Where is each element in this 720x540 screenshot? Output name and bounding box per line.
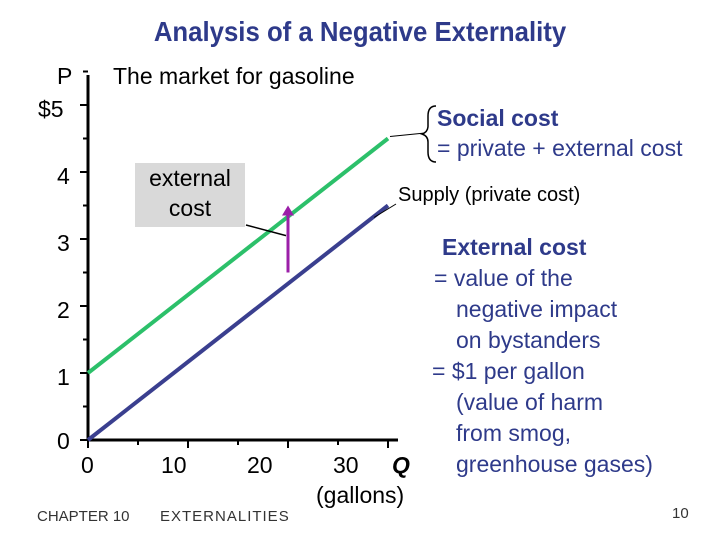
footer-chapter: CHAPTER 10 [37,508,130,525]
y-tick-label-4: 4 [57,163,70,189]
supply-leader-line [373,203,397,218]
external-cost-note-line-2: = value of the [434,265,573,291]
external-cost-box: external cost [135,163,245,227]
y-tick-label-3: 3 [57,230,70,256]
social-cost-title: Social cost [437,105,559,131]
external-cost-note-line-3: negative impact [456,296,618,322]
social-cost-definition: = private + external cost [437,135,683,161]
external-cost-arrow [282,205,294,273]
y-tick-label-1: 1 [57,364,70,390]
supply-label: Supply (private cost) [398,184,581,206]
page-number: 10 [672,505,689,522]
external-cost-note-line-4: on bystanders [456,327,601,353]
external-cost-note-line-7: from smog, [456,420,572,446]
chart-title: The market for gasoline [113,63,355,89]
external-cost-note-line-5: = $1 per gallon [432,358,585,384]
social-cost-curve [86,136,390,375]
social-cost-brace [419,105,437,163]
external-cost-leader-line [245,224,287,237]
external-cost-box-line-1: external [149,165,231,191]
y-tick-label-5: $5 [38,96,64,122]
external-cost-note-line-6: (value of harm [456,389,604,415]
x-axis-label: Q [392,452,410,478]
x-axis-unit: (gallons) [316,482,405,508]
external-cost-note: External cost = value of the negative im… [422,232,680,480]
x-tick-label-10: 10 [161,452,187,478]
x-tick-label-0: 0 [81,452,94,478]
y-axis-label: P [57,63,73,89]
social-cost-label: Social cost = private + external cost [437,103,682,163]
y-tick-label-0: 0 [57,428,70,454]
external-cost-note-line-1: External cost [442,234,587,260]
external-cost-box-line-2: cost [168,195,212,221]
y-tick-label-2: 2 [57,297,70,323]
x-tick-label-20: 20 [247,452,273,478]
external-cost-arrow-head [282,205,294,216]
footer-topic: EXTERNALITIES [160,508,290,525]
supply-curve [86,203,390,442]
external-cost-note-line-8: greenhouse gases) [456,451,653,477]
x-tick-label-30: 30 [333,452,359,478]
social-cost-leader-line [389,132,426,137]
slide-title: Analysis of a Negative Externality [153,16,567,47]
